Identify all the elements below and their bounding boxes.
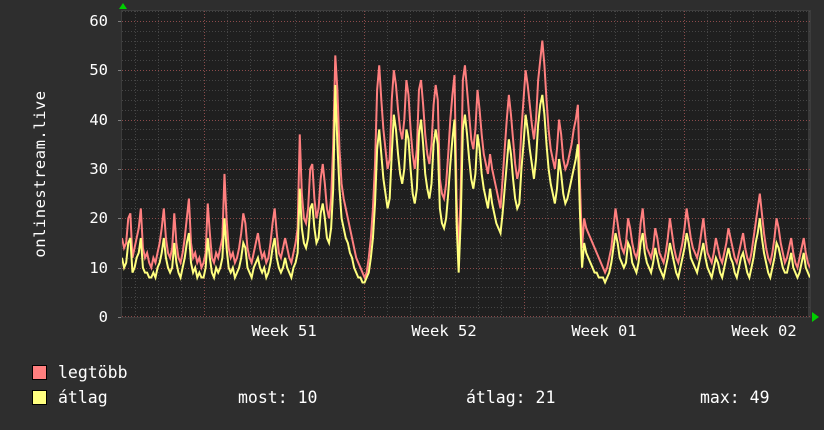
y-axis-tickmark bbox=[118, 268, 122, 269]
y-axis-tickmark bbox=[118, 317, 122, 318]
legend-row-max[interactable]: legtöbb bbox=[0, 360, 824, 385]
legend-swatch-atlag bbox=[32, 390, 47, 405]
series-line-legtobb bbox=[122, 40, 810, 281]
zero-baseline bbox=[122, 316, 810, 317]
x-axis-tick-3: Week 02 bbox=[731, 322, 797, 340]
legend-swatch-legtobb bbox=[32, 365, 47, 380]
x-axis-tick-1: Week 52 bbox=[411, 322, 477, 340]
y-axis-title: onlinestream.live bbox=[31, 90, 49, 258]
y-axis-tick-20: 20 bbox=[89, 209, 108, 228]
legend-label-atlag: átlag bbox=[58, 388, 108, 407]
legend-label-legtobb: legtöbb bbox=[58, 363, 128, 382]
y-axis-tick-10: 10 bbox=[89, 258, 108, 277]
stat-current: most: 10 bbox=[238, 388, 318, 407]
y-axis-tick-60: 60 bbox=[89, 11, 108, 30]
y-axis-tickmark bbox=[118, 70, 122, 71]
y-axis-tickmark bbox=[118, 21, 122, 22]
legend-row-avg[interactable]: átlag most: 10 átlag: 21 max: 49 bbox=[0, 385, 824, 410]
x-axis-arrow-icon bbox=[812, 312, 819, 322]
legend-and-stats: legtöbb átlag most: 10 átlag: 21 max: 49 bbox=[0, 360, 824, 410]
y-axis-tick-50: 50 bbox=[89, 61, 108, 80]
y-axis-arrow-icon bbox=[119, 3, 127, 9]
stat-max: max: 49 bbox=[700, 388, 770, 407]
data-series-plot bbox=[122, 40, 810, 286]
y-axis-tickmark bbox=[118, 120, 122, 121]
plot-area[interactable] bbox=[122, 11, 810, 317]
y-axis-tick-40: 40 bbox=[89, 110, 108, 129]
y-axis-tick-30: 30 bbox=[89, 159, 108, 178]
stat-average: átlag: 21 bbox=[466, 388, 556, 407]
y-axis-tickmark bbox=[118, 169, 122, 170]
y-axis-tickmark bbox=[118, 218, 122, 219]
series-line-atlag bbox=[122, 84, 810, 286]
x-axis-tick-0: Week 51 bbox=[251, 322, 317, 340]
y-axis-tick-0: 0 bbox=[98, 308, 108, 326]
x-axis-tick-2: Week 01 bbox=[571, 322, 637, 340]
